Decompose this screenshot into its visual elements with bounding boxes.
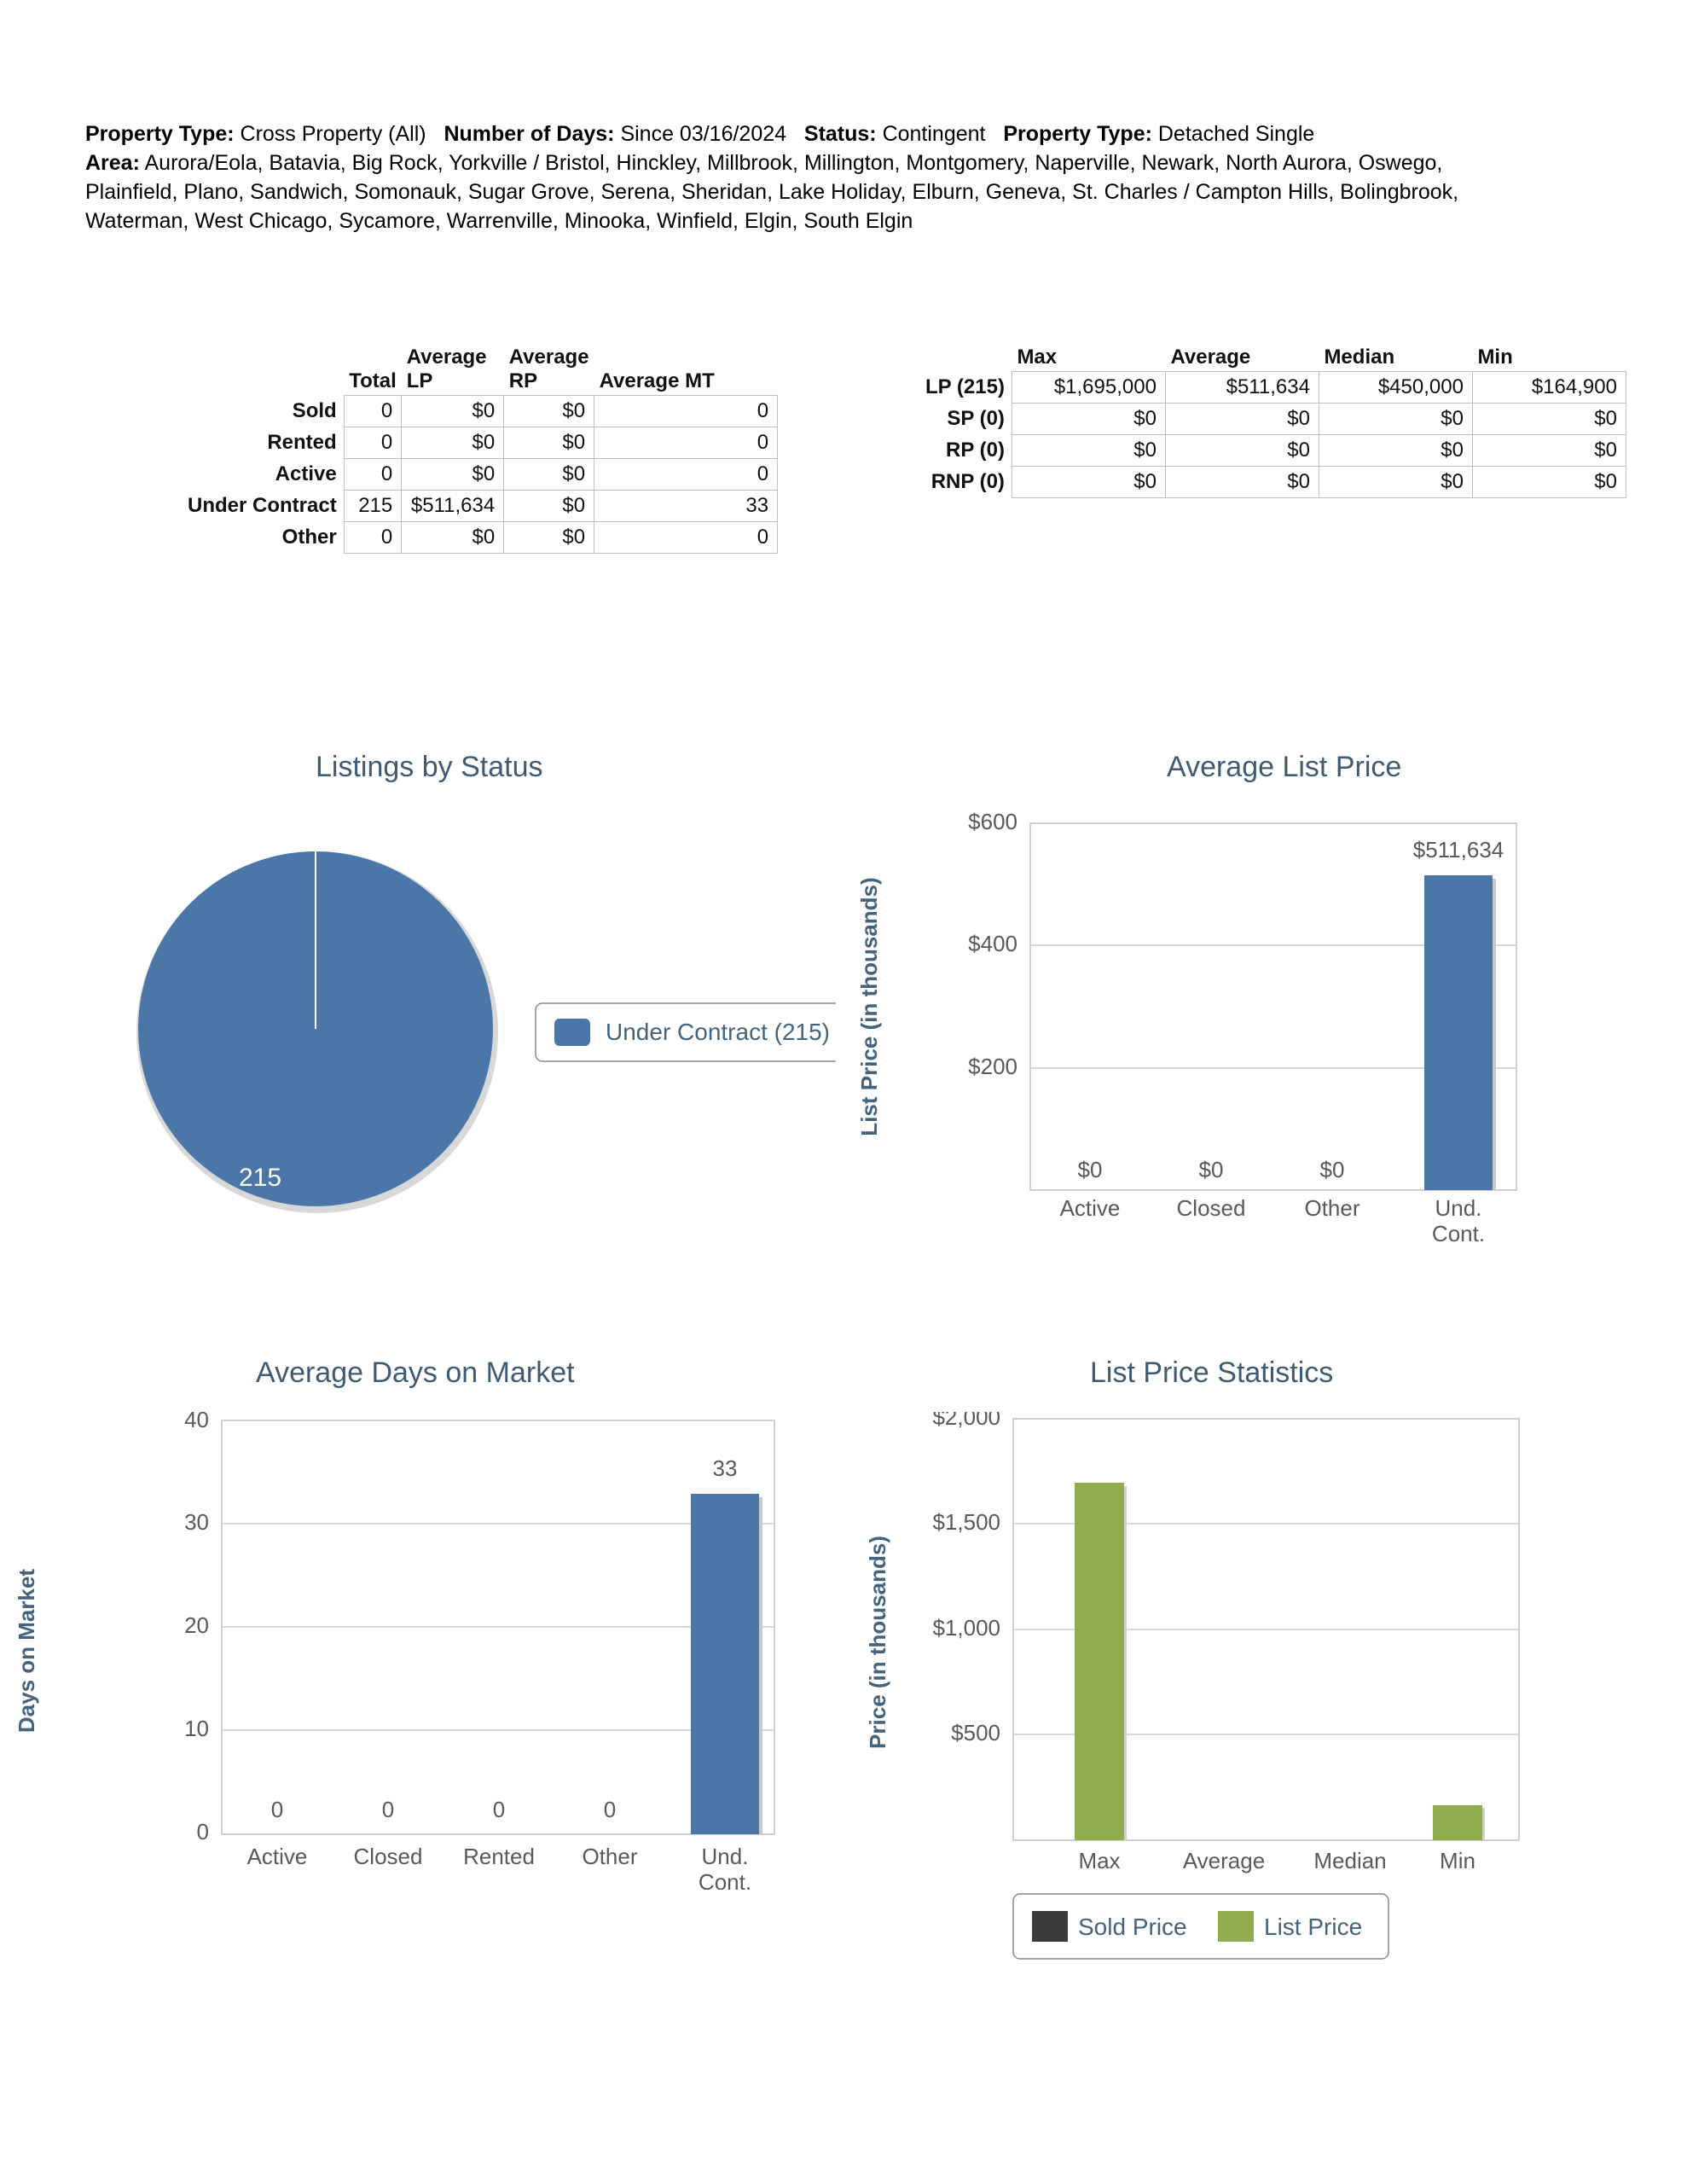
svg-text:Median: Median (1313, 1848, 1386, 1873)
svg-text:Min: Min (1440, 1848, 1475, 1873)
svg-text:Price (in thousands): Price (in thousands) (865, 1536, 890, 1749)
svg-text:10: 10 (184, 1716, 209, 1741)
svg-text:List Price: List Price (1264, 1914, 1362, 1940)
svg-text:Days on Market: Days on Market (14, 1569, 39, 1734)
svg-text:$0: $0 (1078, 1157, 1103, 1182)
svg-text:0: 0 (271, 1797, 283, 1822)
svg-text:$2,000: $2,000 (932, 1412, 1000, 1430)
svg-text:215: 215 (239, 1164, 281, 1192)
svg-text:$200: $200 (968, 1054, 1017, 1079)
svg-text:Active: Active (247, 1844, 308, 1869)
svg-text:$500: $500 (951, 1720, 1000, 1745)
svg-text:40: 40 (184, 1412, 209, 1432)
svg-text:Sold Price: Sold Price (1078, 1914, 1187, 1940)
svg-text:Und.: Und. (702, 1844, 749, 1869)
svg-text:33: 33 (713, 1455, 738, 1481)
svg-text:0: 0 (604, 1797, 616, 1822)
svg-text:0: 0 (197, 1819, 209, 1844)
svg-text:$400: $400 (968, 931, 1017, 956)
svg-text:Und.: Und. (1435, 1195, 1482, 1221)
svg-text:$0: $0 (1320, 1157, 1345, 1182)
svg-text:Average: Average (1183, 1848, 1265, 1873)
svg-text:Active: Active (1060, 1195, 1121, 1221)
svg-text:$0: $0 (1199, 1157, 1224, 1182)
svg-text:$511,634: $511,634 (1413, 837, 1504, 863)
svg-text:0: 0 (382, 1797, 394, 1822)
svg-text:20: 20 (184, 1612, 209, 1638)
svg-text:$1,000: $1,000 (932, 1615, 1000, 1641)
svg-text:0: 0 (493, 1797, 505, 1822)
svg-text:Other: Other (1304, 1195, 1359, 1221)
svg-text:Max: Max (1078, 1848, 1120, 1873)
svg-text:Closed: Closed (354, 1844, 423, 1869)
svg-text:$1,500: $1,500 (932, 1509, 1000, 1535)
svg-text:Other: Other (582, 1844, 637, 1869)
svg-text:List Price (in thousands): List Price (in thousands) (856, 877, 882, 1136)
svg-text:Under Contract (215): Under Contract (215) (606, 1019, 830, 1045)
svg-text:Rented: Rented (463, 1844, 535, 1869)
svg-text:Cont.: Cont. (699, 1869, 751, 1890)
svg-text:Closed: Closed (1177, 1195, 1246, 1221)
svg-text:30: 30 (184, 1509, 209, 1535)
svg-text:$600: $600 (968, 810, 1017, 834)
svg-text:Cont.: Cont. (1432, 1221, 1485, 1246)
